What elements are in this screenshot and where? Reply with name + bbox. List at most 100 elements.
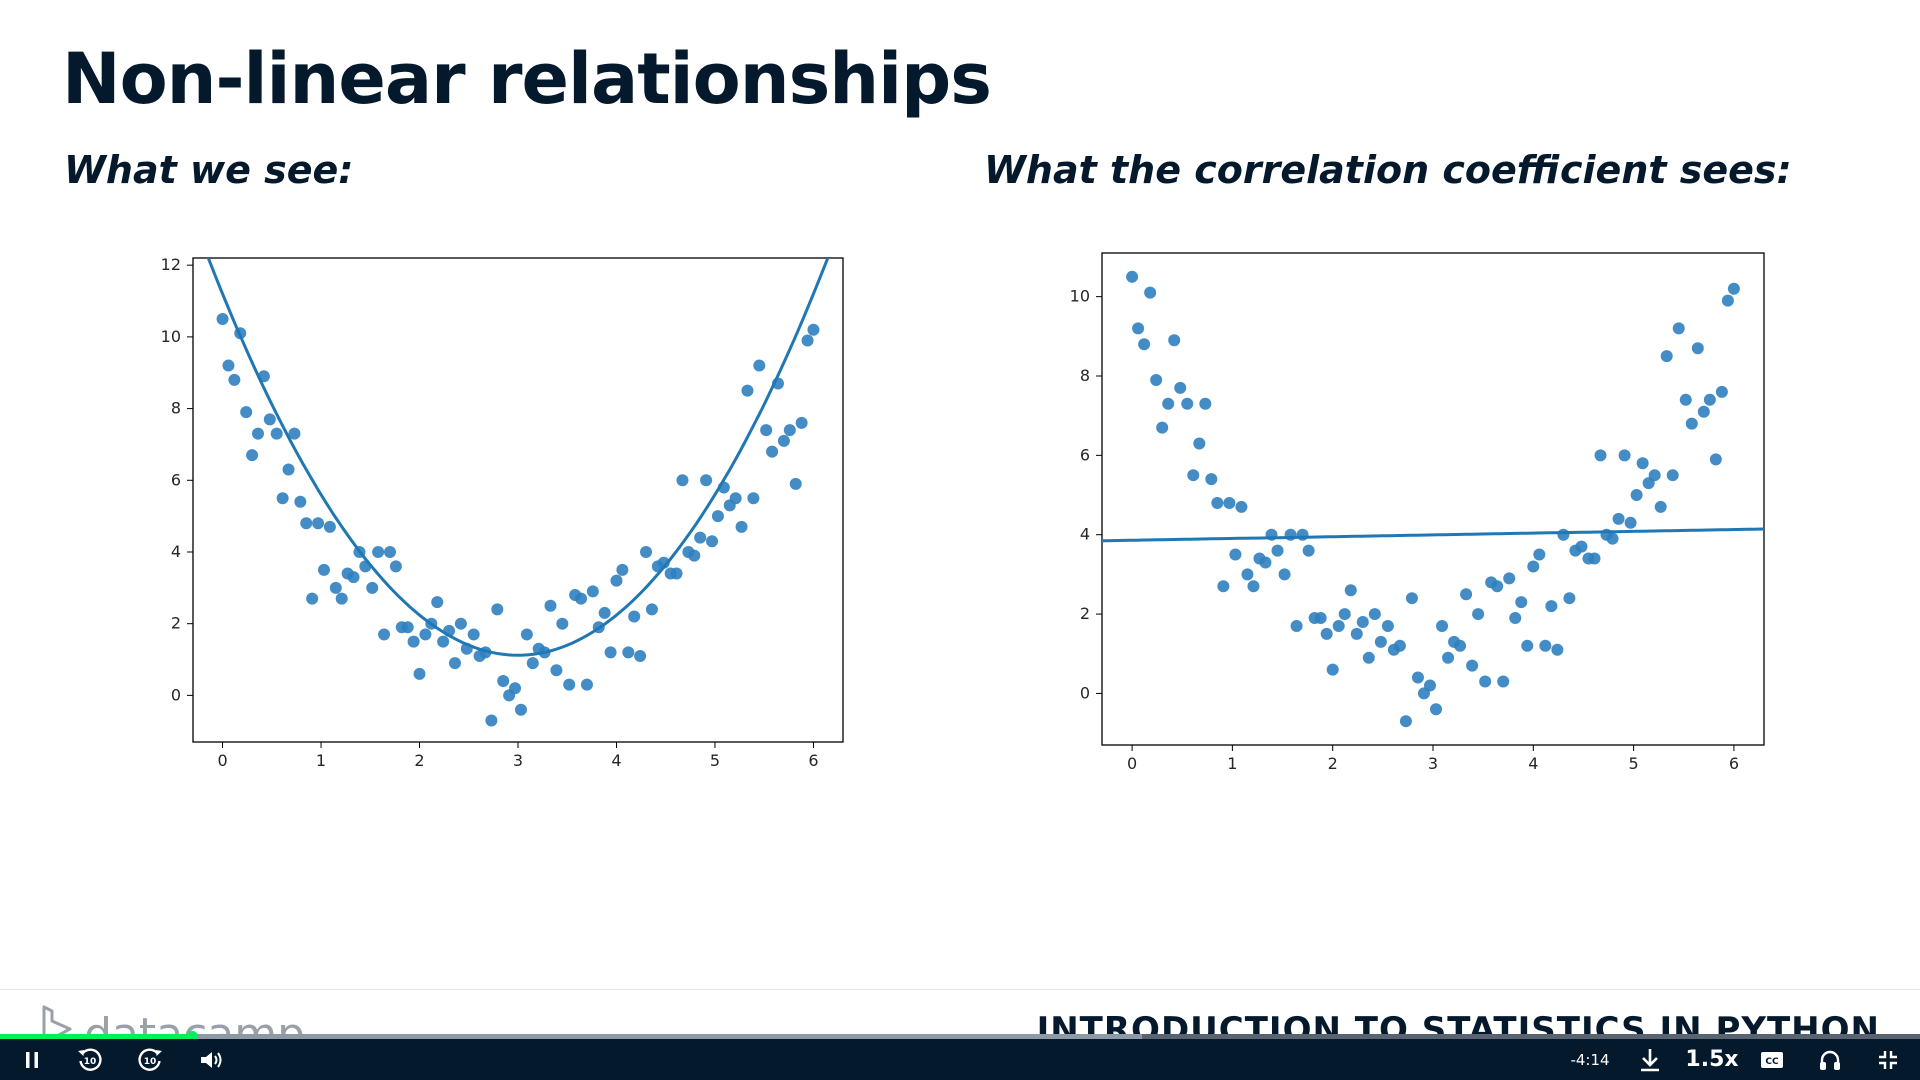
x-tick-label: 1 [1227, 754, 1237, 773]
data-point [276, 492, 289, 505]
progress-handle[interactable] [187, 1031, 198, 1042]
data-point [1278, 568, 1291, 581]
captions-button[interactable]: CC [1752, 1039, 1792, 1080]
time-remaining: -4:14 [1570, 1050, 1610, 1069]
plot-frame [1101, 252, 1765, 746]
data-point [431, 596, 444, 609]
y-tick-label: 6 [171, 470, 181, 489]
volume-button[interactable] [192, 1039, 232, 1080]
data-point [1497, 675, 1510, 688]
data-point [347, 571, 360, 584]
download-button[interactable] [1630, 1039, 1670, 1080]
data-point [807, 323, 820, 336]
data-point [1672, 322, 1685, 335]
data-point [1393, 639, 1406, 652]
pause-button[interactable] [14, 1039, 50, 1080]
data-point [1630, 489, 1643, 502]
data-point [1721, 294, 1734, 307]
data-point [1533, 548, 1546, 561]
data-point [1551, 643, 1564, 656]
data-point [1430, 703, 1443, 716]
data-point [550, 664, 563, 677]
data-point [1666, 469, 1679, 482]
data-point [1509, 612, 1522, 625]
data-point [598, 606, 611, 619]
forward-10-button[interactable]: 10 [130, 1039, 170, 1080]
data-point [1436, 619, 1449, 632]
data-point [1727, 282, 1740, 295]
rewind-10-button[interactable]: 10 [70, 1039, 110, 1080]
data-point [294, 495, 307, 508]
data-point [1174, 381, 1187, 394]
data-point [1290, 619, 1303, 632]
data-point [246, 449, 259, 462]
data-point [1356, 616, 1369, 628]
data-point [228, 373, 241, 386]
y-tick-label: 10 [1070, 287, 1090, 306]
video-progress-bar[interactable] [0, 1031, 1920, 1042]
data-point [1205, 473, 1218, 486]
data-point [640, 545, 653, 558]
slide-title: Non-linear relationships [62, 38, 992, 120]
x-tick-label: 0 [217, 751, 227, 770]
data-point [676, 474, 689, 487]
rewind-10-icon: 10 [78, 1048, 102, 1071]
data-point [222, 359, 235, 372]
data-point [454, 617, 467, 630]
x-tick-label: 5 [1629, 754, 1639, 773]
data-point [366, 581, 379, 594]
x-tick-label: 6 [1729, 754, 1739, 773]
data-point [1709, 453, 1722, 466]
data-point [497, 675, 510, 688]
y-tick-label: 4 [1080, 525, 1090, 544]
data-point [1423, 679, 1436, 692]
data-point [1654, 500, 1667, 513]
exit-fullscreen-icon [1879, 1050, 1897, 1069]
y-tick-label: 2 [171, 614, 181, 633]
data-point [1193, 437, 1206, 450]
x-tick-label: 1 [316, 751, 326, 770]
exit-fullscreen-button[interactable] [1868, 1039, 1908, 1080]
y-tick-label: 2 [1080, 604, 1090, 623]
data-point [240, 406, 253, 419]
data-point [1399, 715, 1412, 728]
data-point [694, 531, 707, 544]
data-point [1545, 600, 1558, 613]
data-point [252, 427, 264, 440]
y-tick-label: 12 [161, 255, 181, 274]
x-tick-label: 6 [808, 751, 818, 770]
forward-seconds-label: 10 [144, 1057, 157, 1067]
data-point [1691, 342, 1704, 355]
data-point [1132, 322, 1145, 335]
data-point [1338, 608, 1351, 621]
data-point [329, 581, 342, 594]
data-point [1150, 373, 1163, 386]
data-point [741, 384, 754, 397]
y-tick-label: 0 [1080, 683, 1090, 702]
data-point [312, 517, 325, 530]
data-point [1697, 405, 1710, 418]
data-point [1223, 496, 1236, 509]
data-point [1144, 286, 1157, 299]
data-point [1296, 528, 1309, 541]
data-point [711, 510, 724, 523]
data-point [1503, 572, 1516, 585]
data-point [282, 463, 295, 476]
data-point [1575, 540, 1588, 553]
data-point [1314, 612, 1327, 625]
y-tick-label: 0 [171, 685, 181, 704]
data-point [1685, 417, 1698, 430]
data-point [1217, 580, 1230, 593]
audio-only-button[interactable] [1810, 1039, 1850, 1080]
download-icon [1641, 1048, 1659, 1071]
data-point [1229, 548, 1242, 561]
rewind-seconds-label: 10 [84, 1057, 97, 1067]
data-point [467, 628, 480, 641]
data-point [378, 628, 391, 641]
progress-fill [0, 1034, 192, 1039]
data-point [1557, 528, 1570, 541]
playback-speed-button[interactable]: 1.5x [1685, 1047, 1739, 1072]
data-point [1460, 588, 1473, 601]
